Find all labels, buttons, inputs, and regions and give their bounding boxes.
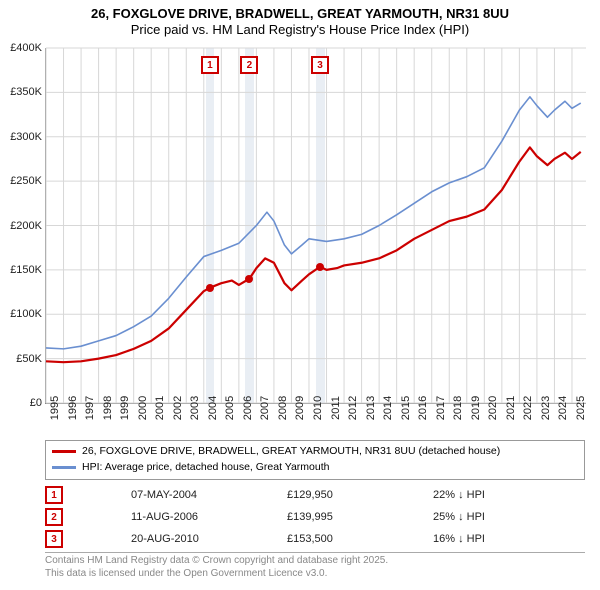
x-axis-label: 2004: [207, 396, 219, 420]
sale-marker-box: 2: [240, 56, 258, 74]
sale-date: 11-AUG-2006: [131, 511, 251, 523]
legend-item-hpi: HPI: Average price, detached house, Grea…: [52, 460, 578, 476]
sale-price: £129,950: [287, 489, 397, 501]
x-axis-label: 2000: [137, 396, 149, 420]
sale-dot: [316, 263, 324, 271]
x-axis-label: 2012: [347, 396, 359, 420]
x-axis-label: 2009: [294, 396, 306, 420]
x-axis-label: 2016: [417, 396, 429, 420]
x-axis-label: 2001: [154, 396, 166, 420]
legend-label-hpi: HPI: Average price, detached house, Grea…: [82, 460, 329, 476]
x-axis-label: 2025: [575, 396, 587, 420]
x-axis-label: 2008: [277, 396, 289, 420]
sale-badge: 2: [45, 508, 63, 526]
sale-delta: 16% ↓ HPI: [433, 533, 543, 545]
footer: Contains HM Land Registry data © Crown c…: [45, 552, 585, 580]
y-axis-label: £250K: [10, 175, 42, 187]
x-axis-label: 2024: [557, 396, 569, 420]
x-axis-label: 2018: [452, 396, 464, 420]
x-axis-label: 2011: [330, 396, 342, 420]
sale-delta: 22% ↓ HPI: [433, 489, 543, 501]
legend-label-price-paid: 26, FOXGLOVE DRIVE, BRADWELL, GREAT YARM…: [82, 444, 500, 460]
chart-title: 26, FOXGLOVE DRIVE, BRADWELL, GREAT YARM…: [0, 0, 600, 39]
sale-delta: 25% ↓ HPI: [433, 511, 543, 523]
x-axis-label: 2014: [382, 396, 394, 420]
x-axis-label: 2019: [470, 396, 482, 420]
y-axis-label: £100K: [10, 308, 42, 320]
x-axis-label: 2006: [242, 396, 254, 420]
y-axis-label: £400K: [10, 42, 42, 54]
x-axis-label: 1997: [84, 396, 96, 420]
legend-swatch-hpi: [52, 466, 76, 469]
x-axis-label: 1995: [49, 396, 61, 420]
y-axis-label: £150K: [10, 264, 42, 276]
sales-table: 1 07-MAY-2004 £129,950 22% ↓ HPI 2 11-AUG-200…: [45, 484, 543, 550]
x-axis-label: 1996: [67, 396, 79, 420]
y-axis-label: £50K: [16, 353, 42, 365]
sale-price: £153,500: [287, 533, 397, 545]
footer-line-2: This data is licensed under the Open Gov…: [45, 568, 585, 581]
x-axis-label: 2017: [435, 396, 447, 420]
x-axis-label: 2010: [312, 396, 324, 420]
x-axis-label: 2015: [400, 396, 412, 420]
legend-item-price-paid: 26, FOXGLOVE DRIVE, BRADWELL, GREAT YARM…: [52, 444, 578, 460]
y-axis-label: £200K: [10, 220, 42, 232]
sale-date: 07-MAY-2004: [131, 489, 251, 501]
y-axis-label: £0: [30, 397, 42, 409]
title-line-1: 26, FOXGLOVE DRIVE, BRADWELL, GREAT YARM…: [0, 6, 600, 22]
sale-dot: [245, 275, 253, 283]
sale-badge: 1: [45, 486, 63, 504]
sales-table-row: 3 20-AUG-2010 £153,500 16% ↓ HPI: [45, 528, 543, 550]
series-line-hpi: [46, 97, 581, 349]
x-axis-label: 2007: [259, 396, 271, 420]
sale-dot: [206, 284, 214, 292]
plot-area: 1 2 3: [45, 48, 586, 404]
x-axis-label: 2013: [365, 396, 377, 420]
footer-line-1: Contains HM Land Registry data © Crown c…: [45, 555, 585, 568]
y-axis-label: £350K: [10, 86, 42, 98]
x-axis-label: 2022: [522, 396, 534, 420]
x-axis-label: 2020: [487, 396, 499, 420]
x-axis-label: 2005: [224, 396, 236, 420]
sales-table-row: 2 11-AUG-2006 £139,995 25% ↓ HPI: [45, 506, 543, 528]
sale-marker-box: 3: [311, 56, 329, 74]
sale-price: £139,995: [287, 511, 397, 523]
sales-table-row: 1 07-MAY-2004 £129,950 22% ↓ HPI: [45, 484, 543, 506]
x-axis-label: 2023: [540, 396, 552, 420]
x-axis-label: 2021: [505, 396, 517, 420]
legend: 26, FOXGLOVE DRIVE, BRADWELL, GREAT YARM…: [45, 440, 585, 480]
sale-date: 20-AUG-2010: [131, 533, 251, 545]
plot-svg: [46, 48, 586, 403]
sale-marker-box: 1: [201, 56, 219, 74]
legend-swatch-price-paid: [52, 450, 76, 453]
x-axis-label: 1999: [119, 396, 131, 420]
x-axis-label: 1998: [102, 396, 114, 420]
sale-badge: 3: [45, 530, 63, 548]
title-line-2: Price paid vs. HM Land Registry's House …: [0, 22, 600, 38]
x-axis-label: 2002: [172, 396, 184, 420]
x-axis-label: 2003: [189, 396, 201, 420]
chart-container: 26, FOXGLOVE DRIVE, BRADWELL, GREAT YARM…: [0, 0, 600, 590]
y-axis-label: £300K: [10, 131, 42, 143]
